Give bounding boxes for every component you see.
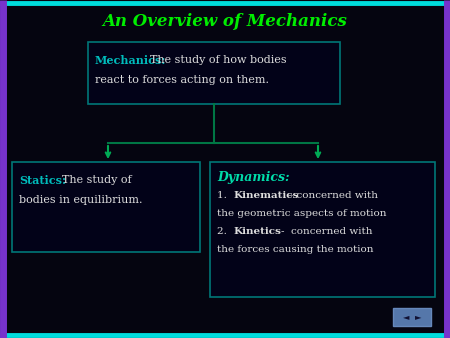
Text: The study of how bodies: The study of how bodies: [150, 55, 287, 65]
Text: react to forces acting on them.: react to forces acting on them.: [95, 75, 269, 85]
Text: ►: ►: [415, 313, 421, 321]
Text: Dynamics:: Dynamics:: [217, 171, 290, 185]
Text: 1.: 1.: [217, 192, 234, 200]
Text: Mechanics:: Mechanics:: [95, 54, 166, 66]
Text: The study of: The study of: [62, 175, 131, 185]
Text: Statics:: Statics:: [19, 174, 66, 186]
Text: An Overview of Mechanics: An Overview of Mechanics: [103, 14, 347, 30]
Text: Kinetics: Kinetics: [233, 227, 281, 237]
Text: the geometric aspects of motion: the geometric aspects of motion: [217, 210, 387, 218]
Text: 2.: 2.: [217, 227, 234, 237]
Text: Kinematics: Kinematics: [233, 192, 298, 200]
FancyBboxPatch shape: [12, 162, 200, 252]
FancyBboxPatch shape: [393, 308, 431, 326]
FancyBboxPatch shape: [88, 42, 340, 104]
Text: -  concerned with: - concerned with: [281, 227, 373, 237]
FancyBboxPatch shape: [210, 162, 435, 297]
Text: – concerned with: – concerned with: [288, 192, 378, 200]
Text: the forces causing the motion: the forces causing the motion: [217, 245, 374, 255]
Text: bodies in equilibrium.: bodies in equilibrium.: [19, 195, 143, 205]
Text: ◄: ◄: [403, 313, 409, 321]
